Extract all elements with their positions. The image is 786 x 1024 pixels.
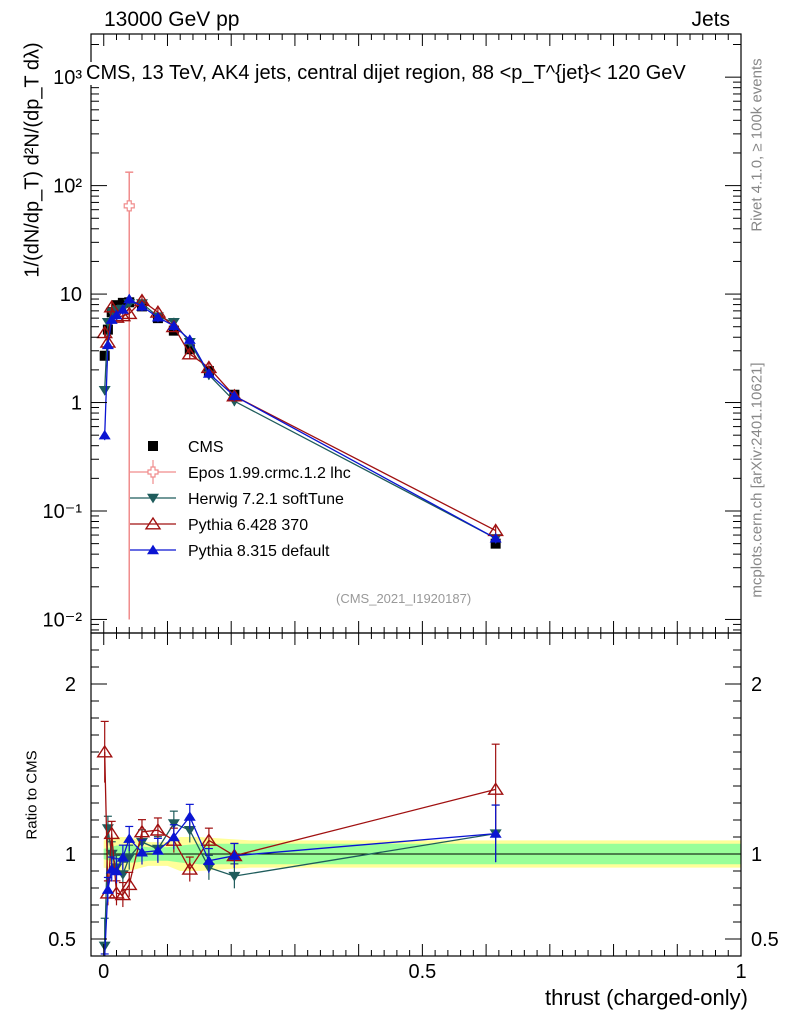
y-axis-label: 1/(dN/dp_T) d²N/(dp_T dλ)	[21, 42, 44, 278]
x-tick-label: 1	[735, 961, 746, 983]
y-tick-label: 10⁻¹	[43, 501, 83, 523]
pythia8-point	[202, 368, 215, 378]
ratio-panel-frame	[90, 632, 742, 957]
pythia6-ratio-point	[181, 862, 199, 875]
pythia6-ratio-point	[103, 826, 120, 840]
series-pythia8	[98, 293, 502, 544]
pythia6-ratio-point	[200, 833, 218, 846]
mcplots-label: mcplots.cern.ch [arXiv:2401.10621]	[748, 362, 766, 598]
pythia8-ratio-point	[123, 833, 136, 843]
legend-entry-cms: CMS	[148, 439, 224, 456]
legend-label: Epos 1.99.crmc.1.2 lhc	[188, 465, 351, 482]
x-tick-label: 0	[98, 961, 109, 983]
series-cms	[99, 297, 501, 549]
pythia6-ratio-point	[114, 887, 132, 901]
legend-label: Pythia 8.315 default	[188, 543, 330, 560]
herwig-ratio-point	[183, 826, 196, 836]
ratio-tick-label: 2	[65, 674, 76, 696]
herwig-ratio-point	[228, 871, 241, 882]
rivet-label: Rivet 4.1.0, ≥ 100k events	[748, 58, 766, 232]
cross-shape	[147, 466, 159, 478]
pythia8-ratio-point	[489, 828, 502, 838]
legend-entry-pythia8: Pythia 8.315 default	[130, 543, 330, 560]
pythia6-ratio-point	[133, 824, 151, 838]
pythia6-ratio-point	[96, 744, 113, 758]
pythia8-point	[489, 532, 502, 543]
ratio-series-herwig	[98, 804, 502, 956]
pythia8-ratio-point	[202, 855, 215, 865]
ratio-series-pythia8	[100, 803, 502, 957]
pythia8-point	[183, 334, 196, 344]
y-tick-label: 1	[71, 393, 82, 415]
herwig-ratio-point	[101, 824, 114, 834]
ratio-tick-label: 1	[65, 844, 76, 866]
legend-marker	[147, 493, 159, 504]
pythia8-point	[135, 300, 148, 311]
pythia8-point	[151, 311, 164, 322]
ratio-tick-label-right: 2	[751, 674, 762, 696]
pythia8-ratio-point	[101, 884, 114, 894]
y-tick-label: 10⁻²	[43, 609, 83, 631]
cross-shape	[123, 200, 135, 212]
x-axis-label: thrust (charged-only)	[545, 985, 748, 1010]
ratio-tick-label-right: 1	[751, 844, 762, 866]
herwig-ratio-point	[105, 849, 118, 860]
legend-marker	[147, 544, 159, 555]
cms-point	[117, 297, 128, 308]
pythia6-ratio-point	[149, 822, 167, 836]
y-tick-label: 10³	[53, 67, 82, 89]
ratio-axis-label: Ratio to CMS	[23, 750, 41, 840]
pythia8-point	[101, 339, 114, 350]
pythia6-ratio-point	[120, 877, 138, 891]
legend-marker	[144, 516, 162, 530]
pythia8-ratio-point	[228, 850, 241, 860]
ratio-tick-label: 0.5	[48, 929, 76, 951]
ratio-series-pythia6	[96, 720, 504, 908]
legend-label: Pythia 6.428 370	[188, 517, 308, 534]
herwig-ratio-point	[167, 819, 180, 829]
epos-point	[123, 200, 135, 212]
pythia8-point	[123, 293, 136, 304]
pythia6-point	[96, 325, 113, 339]
ratio-tick-label-right: 0.5	[751, 929, 779, 951]
pythia6-point	[181, 346, 199, 360]
series-epos	[123, 171, 135, 620]
pythia6-ratio-line	[104, 751, 496, 896]
cms-point	[99, 350, 110, 361]
pythia8-ratio-point	[110, 865, 123, 876]
legend-marker	[147, 466, 159, 478]
legend-entry-herwig: Herwig 7.2.1 softTune	[130, 491, 344, 508]
pythia8-point	[110, 309, 123, 320]
legend-marker	[148, 441, 158, 451]
pythia8-point	[167, 320, 180, 330]
pythia8-ratio-point	[183, 811, 196, 821]
analysis-tag: (CMS_2021_I1920187)	[336, 591, 472, 606]
y-tick-label: 10²	[53, 176, 82, 198]
pythia8-ratio-line	[104, 815, 496, 957]
legend-label: CMS	[188, 439, 224, 456]
pythia8-ratio-point	[167, 831, 180, 842]
header-right: Jets	[691, 8, 730, 31]
pythia8-ratio-point	[116, 852, 129, 862]
herwig-ratio-point	[123, 853, 136, 863]
y-tick-label: 10	[60, 284, 82, 306]
pythia8-point	[98, 429, 111, 440]
pythia8-point	[228, 390, 241, 401]
pythia8-ratio-point	[135, 846, 148, 857]
x-tick-label: 0.5	[408, 961, 436, 983]
legend-entry-pythia6: Pythia 6.428 370	[130, 516, 308, 534]
pythia8-ratio-point	[151, 845, 164, 855]
chart-title: CMS, 13 TeV, AK4 jets, central dijet reg…	[84, 62, 688, 85]
herwig-point	[98, 385, 111, 396]
header-left: 13000 GeV pp	[104, 8, 240, 31]
pythia6-ratio-point	[487, 782, 504, 795]
pythia6-point	[103, 299, 120, 313]
legend-entry-epos: Epos 1.99.crmc.1.2 lhc	[130, 460, 351, 484]
pythia8-point	[116, 304, 129, 314]
legend-label: Herwig 7.2.1 softTune	[188, 491, 344, 508]
